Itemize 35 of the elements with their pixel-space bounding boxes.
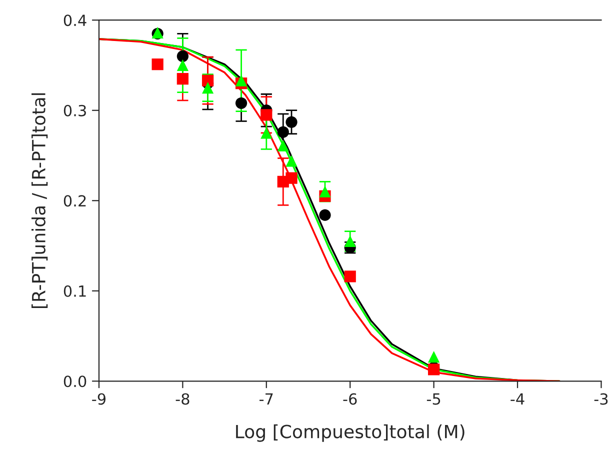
point [202,82,214,94]
point [286,116,298,128]
point [176,50,188,62]
point [176,59,188,72]
x-tick-label: -8 [176,393,190,405]
point [286,155,298,167]
point [319,209,331,221]
point [344,235,356,248]
y-tick-label: 0.3 [64,104,86,116]
point [428,350,440,363]
x-tick-label: -7 [260,393,273,405]
y-axis-title: [R-PT]unida / [R-PT]total [32,93,48,308]
point [344,270,356,282]
point [235,97,248,109]
point [202,74,214,86]
point [260,127,272,139]
point [319,186,331,198]
y-tick-label: 0.4 [64,14,86,26]
line-series [98,38,560,382]
point [260,109,272,121]
point [235,74,248,86]
x-tick-label: -5 [426,393,440,405]
x-axis-title: Log [Compuesto]total (M) [236,424,464,442]
point [277,126,289,138]
x-tick-label: -6 [343,393,357,405]
point [277,140,289,152]
point [152,58,164,70]
point [286,172,298,184]
x-tick-label: -3 [594,393,608,405]
y-tick-label: 0.2 [64,195,86,207]
x-tick-label: -9 [92,393,106,405]
y-tick-label: 0.1 [64,285,86,297]
point [176,72,188,85]
x-tick-label: -4 [510,393,524,405]
y-tick-label: 0.0 [64,376,86,388]
